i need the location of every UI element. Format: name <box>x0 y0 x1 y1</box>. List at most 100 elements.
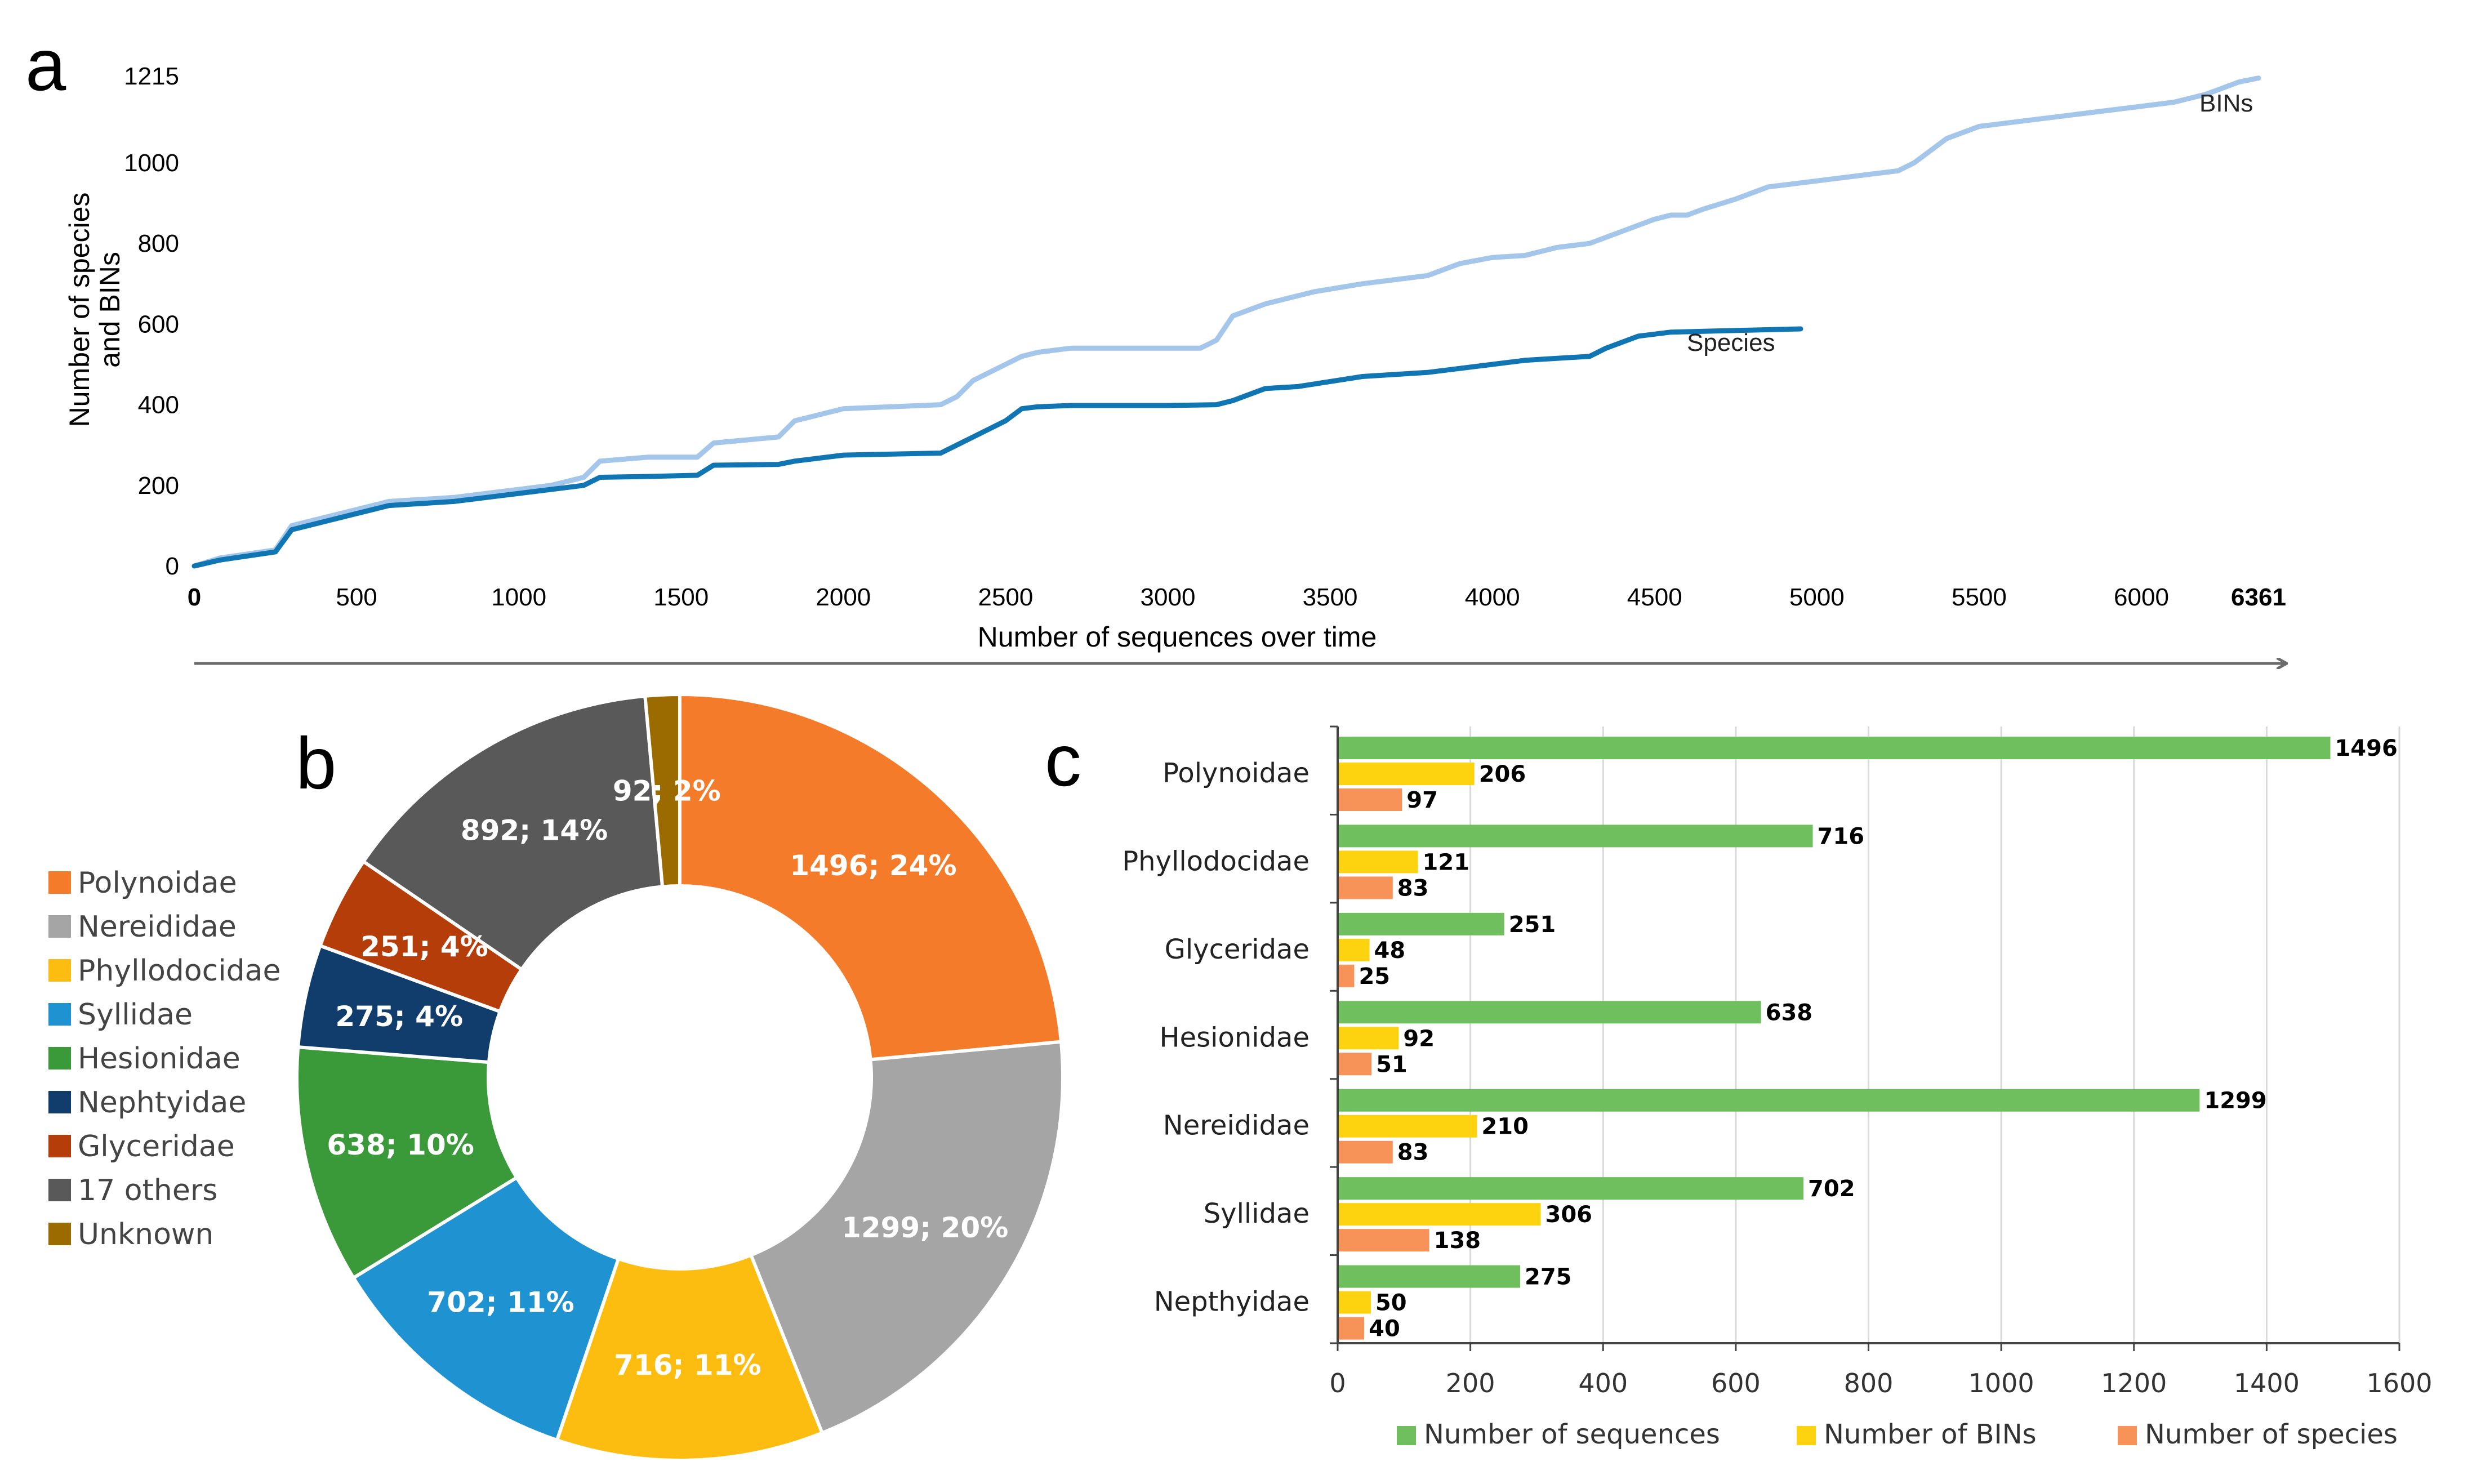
series-label-bins: BINs <box>2199 90 2253 117</box>
panel-c-category-polynoidae: Polynoidae <box>1162 757 1310 789</box>
panel-c-category-nepthyidae: Nepthyidae <box>1154 1286 1310 1318</box>
legend-label-number-of-sequences: Number of sequences <box>1424 1419 1720 1450</box>
legend-label-unknown: Unknown <box>78 1218 213 1251</box>
panel-c-x-tick-label: 800 <box>1844 1368 1894 1398</box>
bar-syllidae-number-of-bins <box>1338 1203 1541 1226</box>
panel-a-x-tick-label: 6000 <box>2114 583 2169 611</box>
legend-swatch-polynoidae <box>48 871 71 894</box>
panel-a-x-tick-label: 5500 <box>1952 583 2007 611</box>
panel-c-bars: 1496206977161218325148256389251129921083… <box>1338 736 2398 1342</box>
panel-letter-b: b <box>296 722 336 804</box>
panel-a-y-axis: 0 200 400 600 800 1000 1215 <box>124 63 179 580</box>
bar-nereididae-number-of-species <box>1338 1140 1393 1164</box>
legend-label-number-of-bins: Number of BINs <box>1824 1419 2037 1450</box>
series-label-species: Species <box>1687 329 1775 356</box>
bar-nepthyidae-number-of-species <box>1338 1317 1365 1340</box>
panel-b-donut-chart: 1496; 24% 1299; 20% 716; 11% 702; 11% 638; 1… <box>48 692 1065 1462</box>
legend-label-hesionidae: Hesionidae <box>78 1042 240 1076</box>
bar-nereididae-number-of-bins <box>1338 1115 1477 1138</box>
bar-polynoidae-number-of-bins <box>1338 763 1475 785</box>
donut-slice-hesionidae <box>295 1045 519 1281</box>
panel-c-x-tick-label: 1400 <box>2234 1368 2300 1398</box>
donut-slice-label-nereididae: 1299; 20% <box>841 1211 1008 1244</box>
panel-letter-c: c <box>1045 719 1081 801</box>
bar-value-label: 50 <box>1375 1290 1407 1316</box>
panel-a-y-tick-label: 400 <box>138 391 179 419</box>
panel-b-legend: Polynoidae Nereididae Phyllodocidae Syllida… <box>48 866 281 1251</box>
donut-slice-label-hesionidae: 638; 10% <box>327 1129 474 1161</box>
bar-glyceridae-number-of-bins <box>1338 938 1370 961</box>
panel-a-x-tick-label: 500 <box>336 583 377 611</box>
panel-c-x-tick-label: 1200 <box>2101 1368 2167 1398</box>
bar-phyllodocidae-number-of-sequences <box>1338 825 1813 848</box>
bar-nepthyidae-number-of-sequences <box>1338 1265 1520 1288</box>
bar-value-label: 83 <box>1397 875 1429 901</box>
bar-glyceridae-number-of-sequences <box>1338 912 1504 935</box>
legend-swatch-phyllodocidae <box>48 959 71 982</box>
panel-a-x-tick-label: 6361 <box>2231 583 2286 611</box>
legend-swatch-number-of-species <box>2118 1426 2137 1445</box>
panel-a-xlabel: Number of sequences over time <box>978 621 1377 653</box>
panel-a-x-tick-label: 5000 <box>1789 583 1845 611</box>
bar-hesionidae-number-of-species <box>1338 1053 1372 1076</box>
panel-a-x-axis: 0 500 1000 1500 2000 2500 3000 3500 4000 4500 5000… <box>188 583 2286 611</box>
panel-a-line-chart: 0 200 400 600 800 1000 1215 0 500 1000 1500 2000 25… <box>64 63 2287 663</box>
panel-a-y-tick-label: 1215 <box>124 63 179 90</box>
panel-c-x-tick-label: 1000 <box>1968 1368 2034 1398</box>
bar-syllidae-number-of-species <box>1338 1229 1429 1252</box>
legend-label-polynoidae: Polynoidae <box>78 866 237 900</box>
panel-c-bar-chart: 1496206977161218325148256389251129921083… <box>1122 725 2433 1450</box>
donut-slice-syllidae <box>351 1175 621 1442</box>
bar-value-label: 97 <box>1406 787 1438 813</box>
panel-a-x-tick-label: 3500 <box>1303 583 1358 611</box>
panel-b-slices <box>295 692 1065 1462</box>
bar-value-label: 48 <box>1374 938 1406 964</box>
panel-a-x-tick-label: 1500 <box>653 583 709 611</box>
panel-a-x-tick-label: 3000 <box>1141 583 1196 611</box>
bar-value-label: 138 <box>1434 1228 1481 1254</box>
bar-value-label: 275 <box>1525 1264 1572 1290</box>
panel-c-x-tick-label: 600 <box>1711 1368 1761 1398</box>
bar-value-label: 210 <box>1481 1114 1529 1140</box>
panel-a-y-tick-label: 200 <box>138 472 179 500</box>
legend-swatch-nereididae <box>48 915 71 938</box>
bar-glyceridae-number-of-species <box>1338 964 1355 987</box>
bar-syllidae-number-of-sequences <box>1338 1177 1804 1200</box>
panel-a-y-tick-label: 1000 <box>124 149 179 177</box>
bar-value-label: 121 <box>1423 849 1470 875</box>
panel-c-x-tick-label: 0 <box>1329 1368 1346 1398</box>
donut-slice-label-polynoidae: 1496; 24% <box>790 849 956 882</box>
panel-a-x-tick-label: 4000 <box>1465 583 1520 611</box>
donut-slice-label-glyceridae: 251; 4% <box>360 930 488 963</box>
legend-label-nereididae: Nereididae <box>78 910 237 944</box>
bar-polynoidae-number-of-species <box>1338 788 1402 811</box>
bar-value-label: 702 <box>1808 1176 1855 1202</box>
panel-c-category-syllidae: Syllidae <box>1204 1198 1310 1229</box>
panel-c-x-tick-label: 200 <box>1446 1368 1495 1398</box>
legend-label-phyllodocidae: Phyllodocidae <box>78 954 281 988</box>
panel-c-category-nereididae: Nereididae <box>1163 1110 1310 1142</box>
panel-c-legend: Number of sequences Number of BINs Number … <box>1397 1419 2398 1450</box>
bar-value-label: 716 <box>1818 823 1865 849</box>
donut-slice-label-unknown: 92; 2% <box>613 775 721 808</box>
legend-swatch-17-others <box>48 1179 71 1201</box>
donut-slice-polynoidae <box>678 692 1063 1062</box>
panel-c-axes: 0 200 400 600 800 1000 1200 1400 1600 Polynoidae P… <box>1122 725 2433 1398</box>
donut-slice-17-others <box>361 694 665 972</box>
legend-label-syllidae: Syllidae <box>78 998 193 1032</box>
panel-c-category-hesionidae: Hesionidae <box>1159 1022 1310 1053</box>
bar-phyllodocidae-number-of-species <box>1338 876 1393 899</box>
panel-a-x-tick-label: 2500 <box>978 583 1033 611</box>
bar-value-label: 51 <box>1376 1051 1408 1077</box>
panel-a-x-tick-label: 4500 <box>1627 583 1682 611</box>
bar-value-label: 306 <box>1545 1202 1593 1228</box>
donut-slice-label-syllidae: 702; 11% <box>427 1286 574 1319</box>
panel-a-series: BINs Species <box>191 75 2261 569</box>
legend-label-17-others: 17 others <box>78 1174 217 1207</box>
bar-phyllodocidae-number-of-bins <box>1338 850 1418 874</box>
series-line-bins <box>191 75 2261 569</box>
panel-c-category-glyceridae: Glyceridae <box>1165 934 1310 965</box>
bar-value-label: 40 <box>1369 1316 1400 1342</box>
bar-hesionidae-number-of-bins <box>1338 1027 1399 1050</box>
